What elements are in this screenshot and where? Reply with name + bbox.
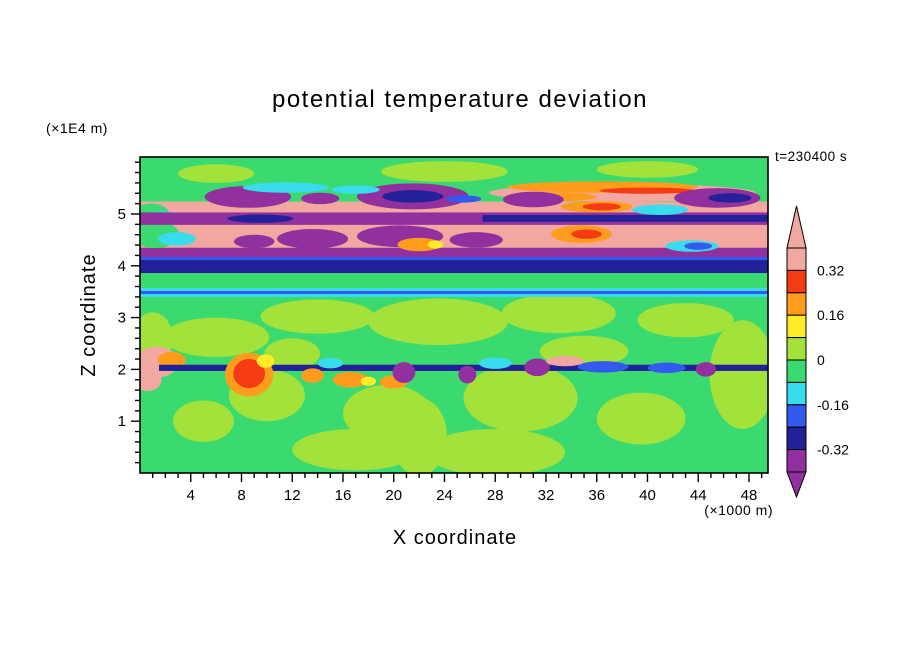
timestamp-label: t=230400 s: [775, 149, 848, 164]
colorbar-segment: [786, 404, 807, 428]
colorbar-label: 0.16: [817, 307, 844, 323]
colorbar-segment: [786, 359, 807, 383]
colorbar-label: -0.16: [817, 397, 849, 413]
colorbar-bottom-arrow: [786, 471, 807, 499]
x-tick-label: 24: [436, 487, 453, 504]
x-tick-label: 8: [237, 487, 245, 504]
contour-field: [140, 157, 768, 473]
colorbar-segment: [786, 247, 807, 271]
colorbar: 0.32 0.16 0 -0.16 -0.32: [786, 205, 849, 499]
y-tick-label: 4: [118, 258, 126, 275]
x-axis-label: X coordinate: [392, 527, 518, 549]
y-tick-label: 2: [118, 361, 126, 378]
y-tick-label: 1: [118, 413, 126, 430]
x-tick-label: 20: [385, 487, 402, 504]
x-tick-label: 16: [335, 487, 352, 504]
colorbar-label: -0.32: [817, 442, 849, 458]
y-axis-unit: (×1E4 m): [46, 120, 108, 136]
page-title: potential temperature deviation: [271, 86, 649, 113]
x-tick-label: 32: [538, 487, 555, 504]
x-tick-label: 36: [588, 487, 605, 504]
y-tick-label: 3: [118, 310, 126, 327]
x-tick-label: 40: [639, 487, 656, 504]
x-tick-label: 12: [284, 487, 301, 504]
plot-frame: [139, 156, 769, 474]
colorbar-segment: [786, 426, 807, 451]
colorbar-segment: [786, 449, 807, 473]
colorbar-segment: [786, 314, 807, 339]
axis-ticks: [131, 161, 763, 482]
y-tick-label: 5: [118, 206, 126, 223]
x-tick-label: 4: [187, 487, 195, 504]
x-tick-label: 48: [741, 487, 758, 504]
colorbar-label: 0.32: [817, 262, 844, 278]
colorbar-label: 0: [817, 352, 825, 368]
colorbar-segment: [786, 269, 807, 294]
x-axis-unit: (×1000 m): [704, 502, 773, 518]
colorbar-top-arrow: [786, 205, 807, 249]
x-tick-label: 28: [487, 487, 504, 504]
colorbar-segment: [786, 337, 807, 361]
colorbar-segment: [786, 381, 807, 406]
x-tick-label: 44: [690, 487, 707, 504]
colorbar-segment: [786, 292, 807, 316]
